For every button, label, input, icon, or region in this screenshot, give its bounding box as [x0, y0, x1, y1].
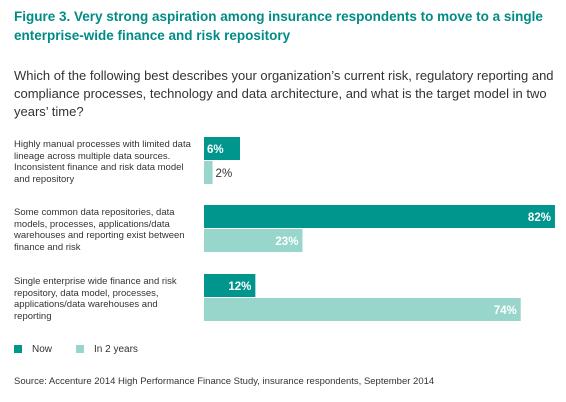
source-note: Source: Accenture 2014 High Performance … [14, 376, 435, 387]
legend-label-now: Now [32, 344, 53, 355]
data-label-in-2-years-1: 23% [275, 236, 298, 248]
category-label-single: Single enterprise wide finance and risk … [14, 276, 177, 322]
bar-in-2-years-1 [204, 229, 303, 252]
data-label-now-1: 82% [528, 212, 551, 224]
bar-in-2-years-2 [204, 298, 521, 321]
legend-label-in-2-years: In 2 years [94, 344, 138, 355]
legend-swatch-in-2-years [76, 345, 84, 353]
bar-now-0 [204, 137, 230, 160]
data-label-in-2-years-2: 74% [494, 305, 517, 317]
data-label-now-0: 6% [207, 144, 224, 156]
legend-swatch-now [14, 345, 22, 353]
data-label-now-2: 12% [228, 281, 251, 293]
bar-in-2-years-0 [204, 161, 213, 184]
bar-now-2 [204, 274, 256, 297]
data-label-in-2-years-0: 2% [216, 168, 233, 180]
figure-title: Figure 3. Very strong aspiration among i… [14, 9, 543, 43]
category-label-manual: Highly manual processes with limited dat… [14, 139, 191, 185]
bar-now-1 [204, 205, 555, 228]
survey-question: Which of the following best describes yo… [14, 68, 554, 119]
category-label-common: Some common data repositories, data mode… [14, 207, 185, 253]
